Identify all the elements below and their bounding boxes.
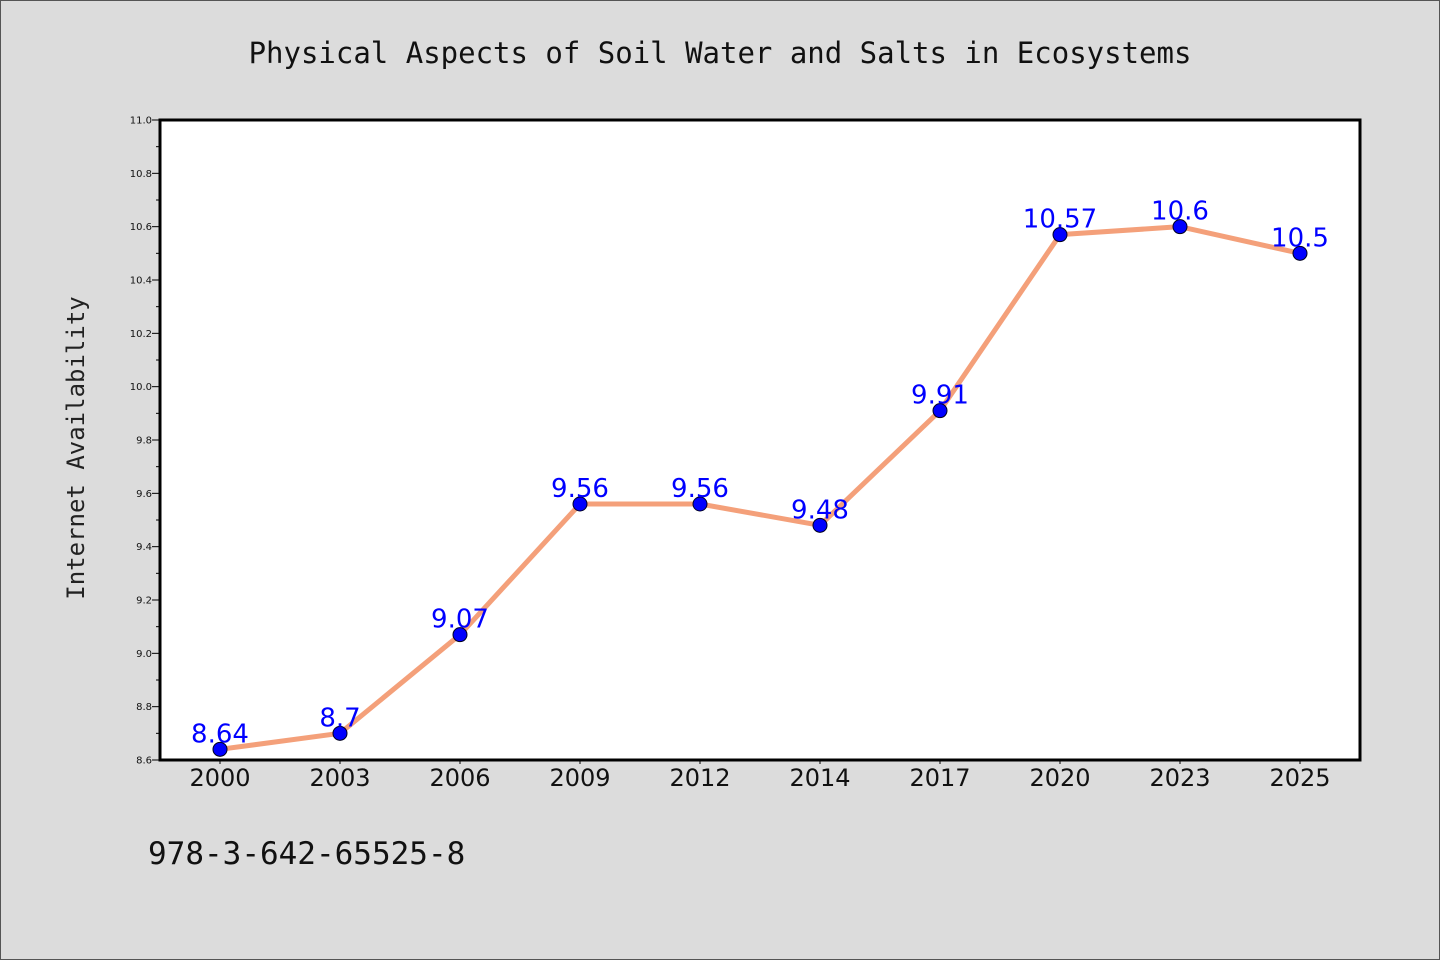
data-label: 10.5 (1271, 223, 1329, 253)
y-tick-label: 9.2 (136, 596, 152, 607)
data-label: 10.6 (1151, 197, 1209, 227)
data-label: 10.57 (1023, 205, 1097, 235)
y-tick-label: 9.8 (136, 436, 152, 447)
y-tick-label: 9.4 (136, 542, 152, 553)
data-label: 9.48 (791, 495, 849, 525)
series-line (217, 224, 1303, 752)
y-tick-label: 9.6 (136, 489, 152, 500)
data-labels-group: 8.64 8.7 9.07 9.56 9.56 9.48 9.91 10.57 10.6 10.5 (191, 197, 1329, 750)
isbn-text: 978-3-642-65525-8 (148, 836, 465, 872)
x-tick-label: 2006 (429, 764, 490, 792)
data-label: 8.64 (191, 719, 249, 749)
data-label: 9.56 (551, 474, 609, 504)
x-tick-label: 2020 (1029, 764, 1090, 792)
data-point (812, 517, 828, 533)
data-point (692, 496, 708, 512)
x-tick-label: 2017 (909, 764, 970, 792)
x-tick-label: 2000 (189, 764, 250, 792)
x-tick-label: 2009 (549, 764, 610, 792)
y-tick-label: 9.0 (136, 649, 152, 660)
data-label: 8.7 (319, 703, 360, 733)
data-point (1172, 219, 1188, 235)
y-tick-label: 10.2 (130, 329, 152, 340)
x-tick-label: 2012 (669, 764, 730, 792)
y-tick-label: 10.8 (130, 169, 152, 180)
y-tick-label: 8.8 (136, 702, 152, 713)
y-tick-label: 8.6 (136, 756, 152, 767)
y-axis-ticks: 8.6 8.8 9.0 9.2 9.4 9.6 9.8 10.0 10.2 10.4 10.6 10.… (130, 116, 160, 767)
plot-border (158, 118, 1362, 762)
data-point (932, 403, 948, 419)
x-tick-label: 2014 (789, 764, 850, 792)
x-axis-ticks: 2000 2003 2006 2009 2012 2014 2017 2020 2023 2025 (189, 760, 1331, 792)
data-label: 9.07 (431, 605, 489, 635)
data-label: 9.91 (911, 381, 969, 411)
series-line-group (217, 224, 1303, 752)
y-tick-label: 10.4 (130, 276, 152, 287)
series-markers-group (212, 219, 1308, 757)
data-point (572, 496, 588, 512)
y-axis-label: Internet Availability (62, 296, 90, 599)
data-point (212, 741, 228, 757)
chart-title: Physical Aspects of Soil Water and Salts… (249, 36, 1192, 70)
x-tick-label: 2025 (1269, 764, 1330, 792)
y-tick-label: 11.0 (130, 116, 152, 127)
data-point (1052, 227, 1068, 243)
data-point (332, 725, 348, 741)
x-tick-label: 2023 (1149, 764, 1210, 792)
y-tick-label: 10.0 (130, 382, 152, 393)
data-label: 9.56 (671, 474, 729, 504)
y-tick-label: 10.6 (130, 222, 152, 233)
data-point (1292, 245, 1308, 261)
data-point (452, 627, 468, 643)
x-tick-label: 2003 (309, 764, 370, 792)
